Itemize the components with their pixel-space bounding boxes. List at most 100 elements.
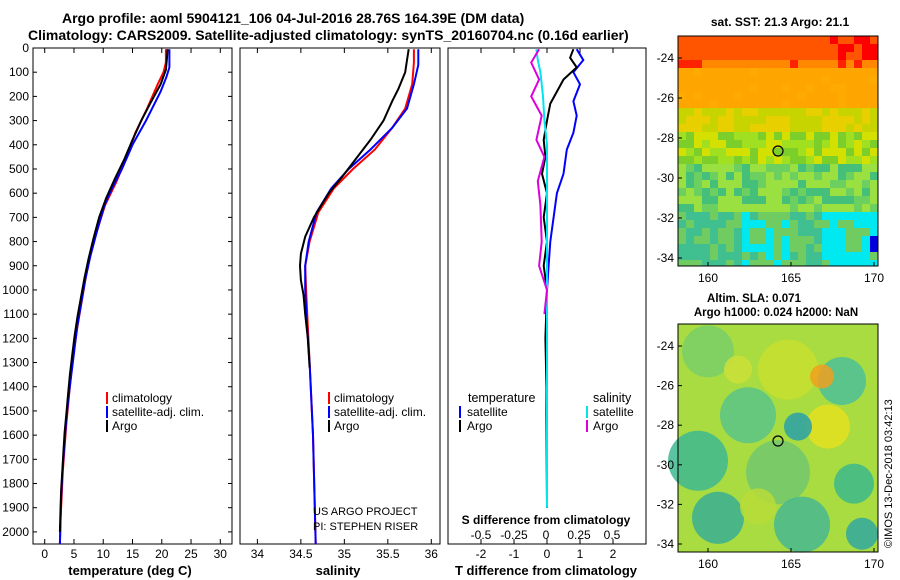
sst-pixel (742, 252, 750, 260)
sst-pixel (766, 140, 774, 148)
sst-pixel (782, 228, 790, 236)
sst-pixel (694, 132, 702, 140)
sst-pixel (806, 92, 814, 100)
sst-pixel (782, 76, 790, 84)
sst-pixel (718, 204, 726, 212)
sst-pixel (710, 36, 718, 44)
map-lat-tick-label: -30 (657, 458, 675, 472)
sst-pixel (806, 108, 814, 116)
sst-pixel (726, 180, 734, 188)
sst-pixel (726, 220, 734, 228)
s-difference-label: S difference from climatology (462, 513, 631, 527)
sst-pixel (854, 124, 862, 132)
sst-pixel (734, 140, 742, 148)
sst-pixel (790, 76, 798, 84)
sst-pixel (686, 92, 694, 100)
sst-pixel (830, 260, 838, 266)
sst-pixel (758, 60, 766, 68)
sst-pixel (726, 76, 734, 84)
sst-pixel (806, 60, 814, 68)
sst-pixel (838, 180, 846, 188)
temperature-legend: climatology satellite-adj. clim. Argo (106, 391, 204, 433)
sal-legend-argo: Argo (334, 419, 360, 433)
sst-pixel (686, 44, 694, 52)
sst-pixel (814, 156, 822, 164)
sst-pixel (726, 148, 734, 156)
sst-pixel (750, 92, 758, 100)
sst-pixel (678, 228, 686, 236)
sst-pixel (830, 228, 838, 236)
sst-pixel (798, 220, 806, 228)
sst-pixel (862, 108, 870, 116)
sst-pixel (782, 148, 790, 156)
sst-pixel (854, 156, 862, 164)
sst-pixel (702, 164, 710, 172)
sst-pixel (806, 36, 814, 44)
sst-pixel (862, 212, 870, 220)
sst-pixel (678, 84, 686, 92)
sst-pixel (702, 36, 710, 44)
sst-pixel (734, 252, 742, 260)
temp-legend-argo: Argo (112, 419, 138, 433)
sst-pixel (798, 116, 806, 124)
sst-pixel (854, 164, 862, 172)
sst-pixel (686, 172, 694, 180)
series-line-s-argo (530, 48, 549, 315)
sst-pixel (862, 92, 870, 100)
sst-pixel (782, 164, 790, 172)
series-line-satellite-adj-clim- (304, 49, 420, 545)
sst-pixel (846, 84, 854, 92)
sst-pixel (766, 228, 774, 236)
sst-pixel (734, 172, 742, 180)
sst-pixel (814, 196, 822, 204)
sst-pixel (790, 156, 798, 164)
sst-pixel (766, 212, 774, 220)
sst-pixel (718, 140, 726, 148)
sst-pixel (838, 148, 846, 156)
sst-pixel (694, 156, 702, 164)
sst-pixel (790, 196, 798, 204)
sst-pixel (862, 100, 870, 108)
sst-pixel (838, 132, 846, 140)
sst-pixel (862, 156, 870, 164)
sst-pixel (830, 148, 838, 156)
sst-pixel (750, 44, 758, 52)
sst-pixel (774, 260, 782, 266)
sst-pixel (798, 36, 806, 44)
sst-pixel (726, 196, 734, 204)
map-lat-tick-label: -26 (657, 91, 675, 105)
sst-pixel (702, 68, 710, 76)
map-lon-tick-label: 160 (698, 271, 718, 285)
sst-pixel (726, 92, 734, 100)
sst-pixel (782, 84, 790, 92)
sst-pixel (686, 116, 694, 124)
sst-pixel (774, 52, 782, 60)
sst-pixel (862, 260, 870, 266)
sst-pixel (870, 84, 878, 92)
s-tick-label: -0.25 (500, 528, 528, 542)
sst-pixel (782, 236, 790, 244)
sst-pixel (758, 188, 766, 196)
sst-pixel (838, 236, 846, 244)
sst-pixel (814, 100, 822, 108)
sst-pixel (862, 228, 870, 236)
sst-pixel (694, 164, 702, 172)
sst-pixel (758, 76, 766, 84)
sla-anomaly-blob (720, 387, 776, 444)
sst-pixel (694, 204, 702, 212)
sst-pixel (678, 148, 686, 156)
sst-pixel (726, 100, 734, 108)
sst-pixel (726, 244, 734, 252)
sst-pixel (854, 60, 862, 68)
sst-pixel (862, 44, 870, 52)
sst-pixel (718, 196, 726, 204)
sst-pixel (750, 132, 758, 140)
x-tick-label: 5 (71, 547, 78, 561)
sst-pixel (702, 172, 710, 180)
sst-pixel (854, 220, 862, 228)
sst-pixel (830, 212, 838, 220)
sst-pixel (846, 244, 854, 252)
x-tick-label: 34 (251, 547, 265, 561)
sst-pixel (870, 228, 878, 236)
